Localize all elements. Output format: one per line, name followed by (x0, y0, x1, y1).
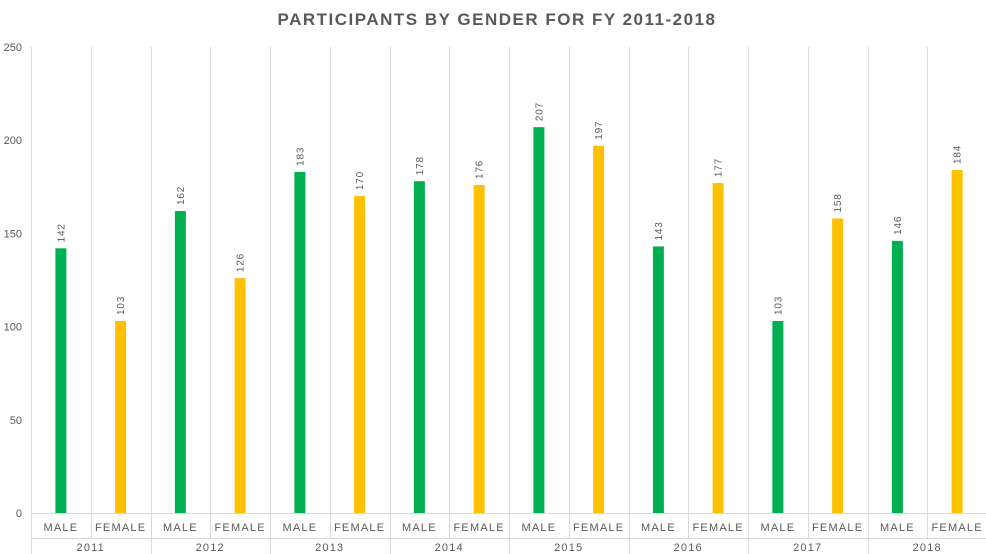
data-label: 183 (295, 147, 306, 166)
bar (891, 240, 903, 514)
data-label: 197 (594, 121, 605, 140)
x-category-label: MALE (521, 522, 556, 534)
y-tick-label: 200 (4, 135, 22, 147)
bar (593, 145, 605, 514)
x-category-label: FEMALE (215, 522, 266, 534)
data-label: 184 (953, 145, 964, 164)
chart-title: PARTICIPANTS BY GENDER FOR FY 2011-2018 (278, 10, 717, 29)
bar (951, 170, 963, 513)
x-category-label: MALE (282, 522, 317, 534)
data-labels: 142 103 162 126 183 170 178 176 207 197 143 177 103 1… (56, 102, 963, 315)
x-category-label: MALE (163, 522, 198, 534)
x-group-label: 2014 (435, 542, 464, 554)
bar (832, 218, 844, 514)
data-label: 126 (236, 253, 247, 272)
y-tick-label: 100 (4, 322, 22, 334)
data-label: 158 (833, 193, 844, 212)
x-group-label: 2012 (196, 542, 225, 554)
y-tick-label: 150 (4, 228, 22, 240)
data-label: 170 (355, 171, 366, 190)
data-label: 177 (714, 158, 725, 177)
bar (413, 181, 425, 513)
y-tick-label: 0 (16, 508, 22, 520)
data-label: 176 (475, 160, 486, 179)
bar (652, 246, 664, 513)
grid-lines (31, 47, 928, 513)
data-label: 162 (176, 186, 187, 205)
x-category-label: FEMALE (932, 522, 983, 534)
data-label: 142 (56, 223, 67, 242)
x-category-label: FEMALE (454, 522, 505, 534)
bar (533, 127, 545, 514)
data-label: 143 (654, 221, 665, 240)
x-category-label: FEMALE (693, 522, 744, 534)
data-label: 207 (534, 102, 545, 121)
y-axis: 0 50 100 150 200 250 (4, 42, 22, 520)
x-category-label: MALE (880, 522, 915, 534)
x-category-label: MALE (760, 522, 795, 534)
bars (55, 127, 963, 514)
bar (712, 183, 724, 513)
bar (174, 211, 186, 513)
y-tick-label: 250 (4, 42, 22, 54)
x-group-label: 2015 (554, 542, 583, 554)
bar (354, 196, 366, 513)
x-category-label: FEMALE (573, 522, 624, 534)
bar (55, 248, 67, 513)
bar (234, 278, 246, 513)
data-label: 178 (415, 156, 426, 175)
bar (772, 321, 784, 513)
x-category-label: MALE (43, 522, 78, 534)
x-group-label: 2011 (77, 542, 105, 554)
x-category-label: MALE (402, 522, 437, 534)
x-category-label: FEMALE (812, 522, 863, 534)
x-group-label: 2018 (913, 542, 942, 554)
y-tick-label: 50 (10, 415, 22, 427)
x-group-label: 2016 (674, 542, 703, 554)
x-category-label: FEMALE (334, 522, 385, 534)
bar (115, 321, 127, 513)
x-category-label: MALE (641, 522, 676, 534)
data-label: 103 (116, 296, 127, 315)
bar (473, 184, 485, 513)
x-group-label: 2017 (793, 542, 822, 554)
bar (294, 171, 306, 513)
x-category-label: FEMALE (95, 522, 146, 534)
data-label: 146 (893, 216, 904, 235)
x-group-label: 2013 (315, 542, 344, 554)
data-label: 103 (773, 296, 784, 315)
x-axis: MALE FEMALE 2011 MALE FEMALE 2012 MALE FEMALE 20… (31, 513, 986, 554)
